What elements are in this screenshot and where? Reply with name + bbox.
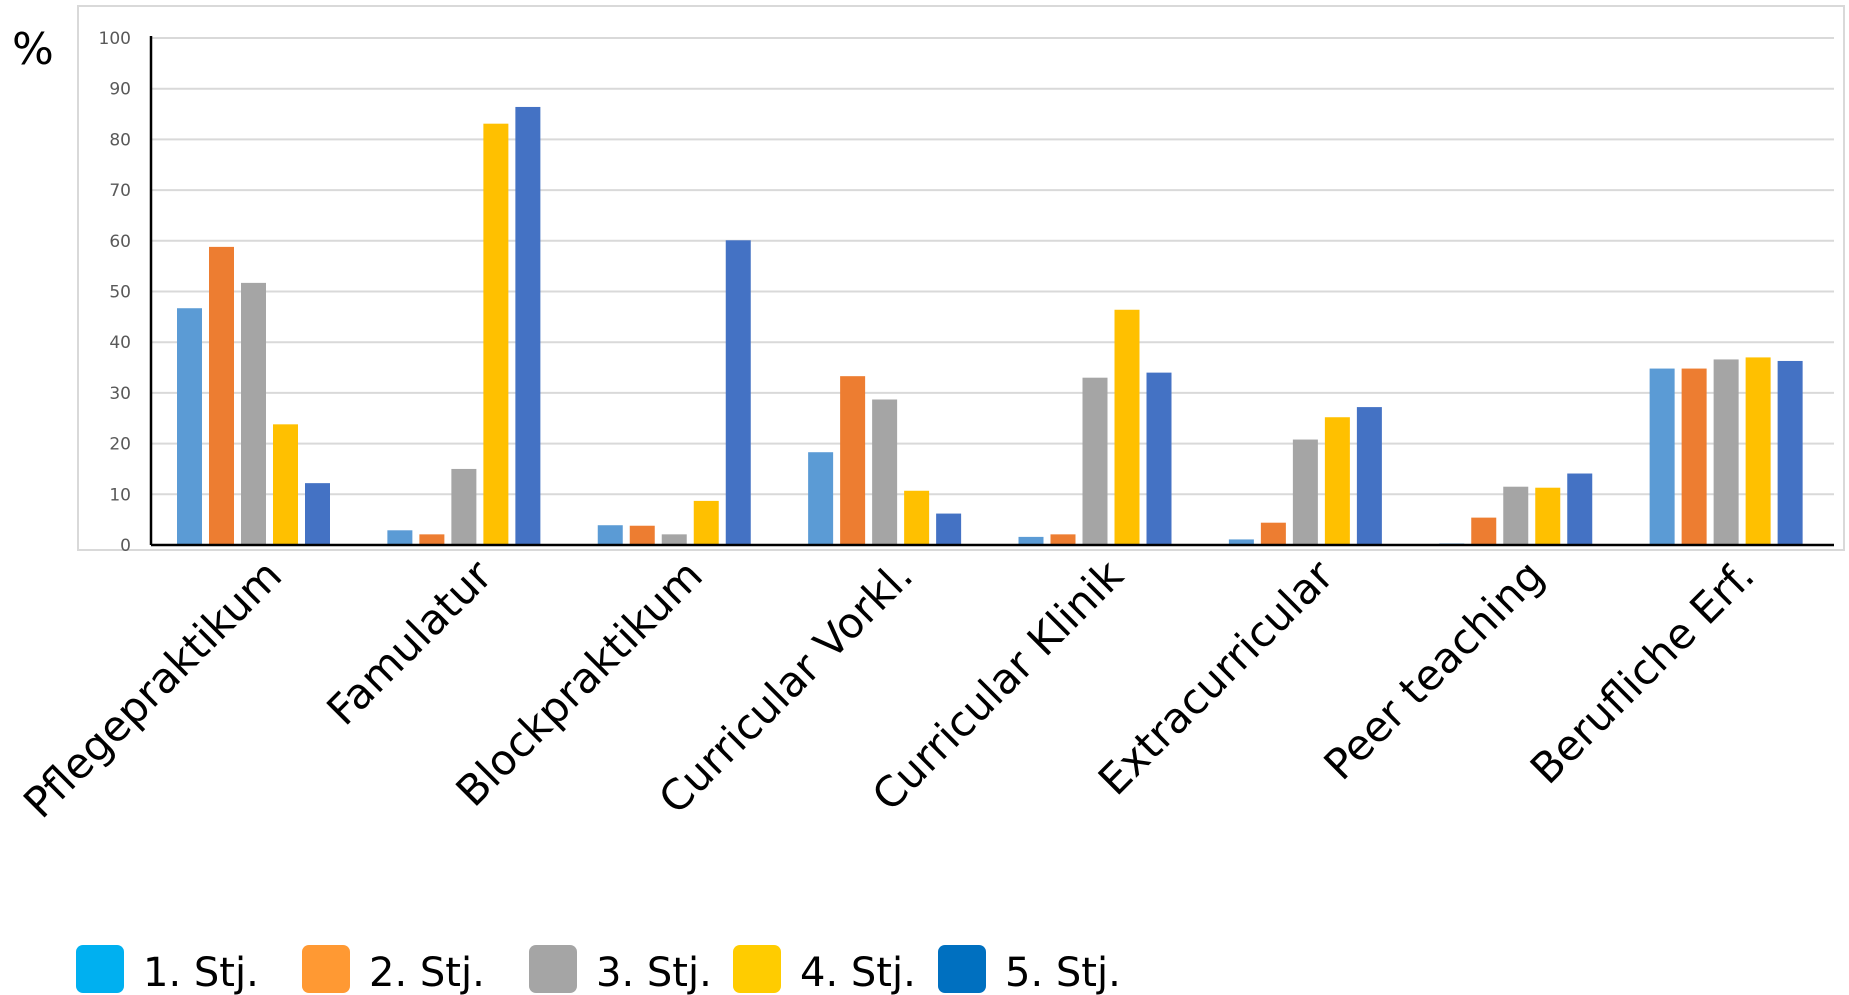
bar: [1535, 487, 1561, 545]
bar: [1260, 522, 1286, 545]
bar: [515, 106, 541, 546]
bar: [1777, 360, 1803, 545]
bar: [1146, 372, 1172, 545]
bar: [1018, 536, 1044, 545]
bar: [419, 534, 445, 545]
y-tick-label: 0: [120, 536, 131, 556]
bar: [209, 246, 234, 545]
legend: 1. Stj. 2. Stj. 3. Stj. 4. Stj. 5. Stj.: [76, 945, 1121, 995]
bar: [1713, 359, 1739, 545]
bar: [387, 530, 413, 545]
bars: [177, 106, 1803, 546]
legend-swatch: [938, 945, 986, 993]
y-tick-label: 40: [109, 333, 131, 353]
bar: [1050, 534, 1076, 545]
bar: [725, 240, 751, 545]
bar: [661, 534, 687, 545]
bar: [1082, 377, 1108, 545]
y-tick-label: 80: [109, 130, 131, 150]
legend-label: 5. Stj.: [1005, 950, 1121, 995]
bar: [1649, 368, 1675, 545]
y-tick-labels: 0 10 20 30 40 50 60 70 80 90 100: [99, 29, 131, 556]
category-label: Famulatur: [317, 550, 502, 735]
bar: [808, 452, 834, 545]
bar: [904, 490, 930, 545]
y-tick-label: 90: [109, 80, 131, 100]
legend-swatch: [76, 945, 124, 993]
bar: [1471, 517, 1497, 545]
y-axis-label: %: [12, 24, 54, 75]
bar: [693, 500, 719, 545]
category-label: Berufliche Erf.: [1521, 550, 1764, 793]
bar: [1356, 407, 1382, 545]
bar: [1114, 309, 1140, 545]
legend-swatch: [733, 945, 781, 993]
legend-label: 2. Stj.: [369, 950, 485, 995]
category-label: Pflegepraktikum: [14, 550, 291, 827]
y-tick-label: 60: [109, 232, 131, 252]
category-labels: Pflegepraktikum FamulaturBlockpraktikumCu…: [14, 550, 1764, 828]
bar: [1681, 368, 1707, 545]
legend-swatch: [529, 945, 577, 993]
bar: [241, 282, 266, 545]
bar: [273, 424, 298, 545]
bar: [305, 483, 330, 545]
bar: [597, 525, 623, 545]
y-tick-label: 70: [109, 181, 131, 201]
bar: [936, 513, 962, 545]
y-tick-label: 50: [109, 283, 131, 303]
bar: [1503, 486, 1529, 545]
y-tick-label: 30: [109, 384, 131, 404]
legend-swatch: [302, 945, 350, 993]
bar: [1228, 539, 1254, 545]
bar: [840, 376, 866, 545]
bar: [1324, 417, 1350, 545]
bar: [483, 123, 509, 546]
legend-label: 4. Stj.: [800, 950, 916, 995]
legend-label: 3. Stj.: [596, 950, 712, 995]
bar: [1567, 473, 1593, 545]
bar: [451, 468, 477, 545]
bar: [1292, 439, 1318, 545]
bar: [177, 308, 202, 545]
gridlines: [151, 37, 1834, 496]
legend-label: 1. Stj.: [143, 950, 259, 995]
bar: [872, 399, 898, 545]
plot-frame: [77, 5, 1845, 551]
bar: [1745, 357, 1771, 545]
bar: [629, 525, 655, 545]
y-tick-label: 10: [109, 485, 131, 505]
y-tick-label: 20: [109, 435, 131, 455]
y-tick-label: 100: [99, 29, 131, 49]
category-label: Peer teaching: [1314, 550, 1553, 789]
